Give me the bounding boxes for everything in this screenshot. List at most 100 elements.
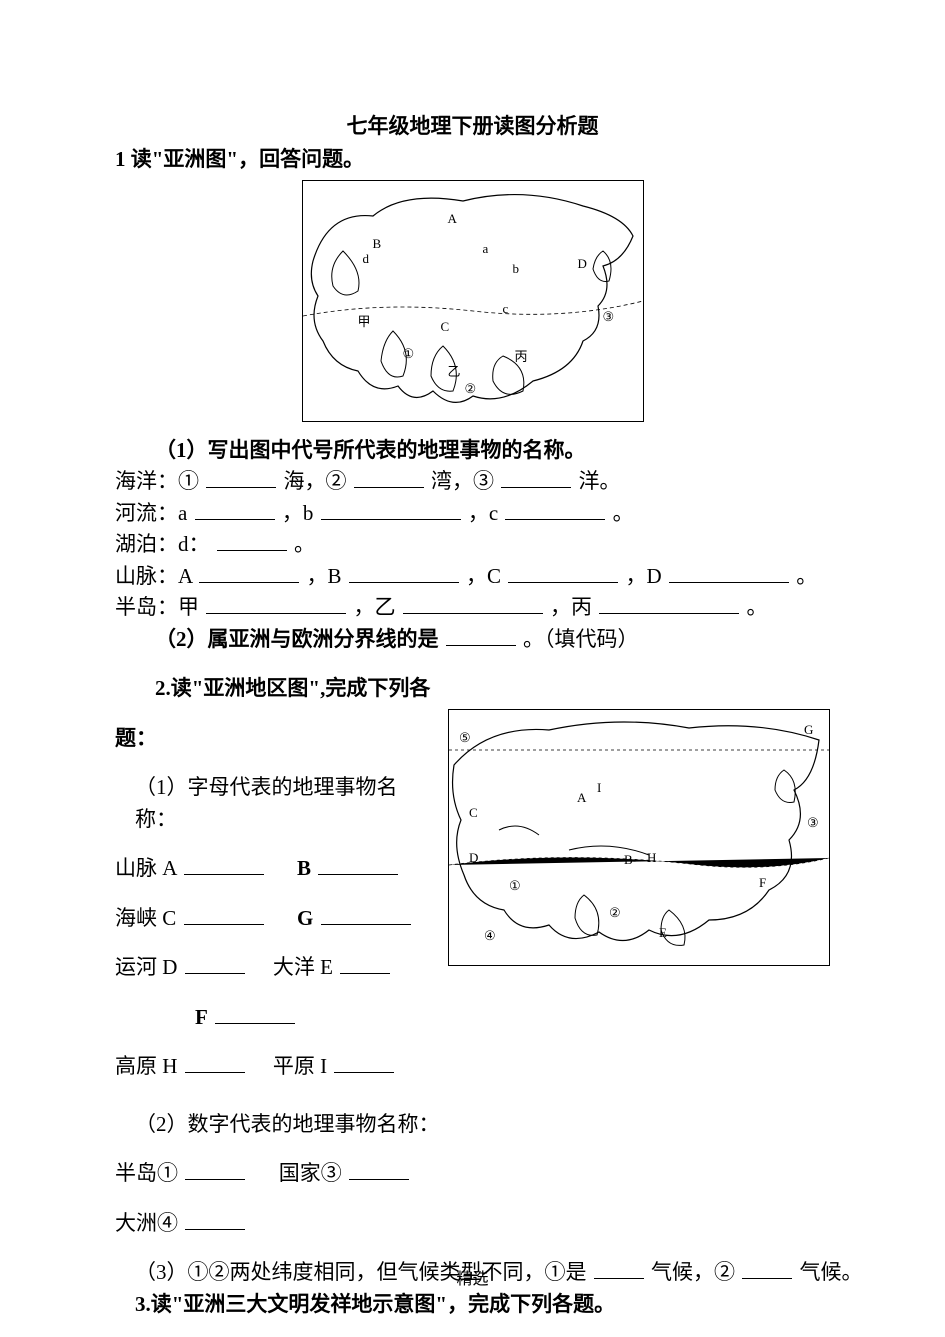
- map1-label-bing: 丙: [515, 346, 528, 365]
- map1-label-b: b: [513, 261, 520, 277]
- q2-section: 2.读"亚洲地区图",完成下列各 ⑤ G I A C D B H ③ F ①: [115, 673, 830, 1320]
- blank-river-a[interactable]: [195, 498, 275, 520]
- q1-river-mid2: ，c: [468, 501, 498, 525]
- q1-lake-label: 湖泊：d：: [115, 532, 210, 556]
- blank-q1p2[interactable]: [446, 624, 516, 646]
- q2-row-strait: 海峡 C G: [115, 903, 415, 935]
- blank-sea3[interactable]: [501, 466, 571, 488]
- map2-label-F: F: [759, 875, 766, 891]
- q2-canal-d: 运河 D: [115, 955, 177, 979]
- q1-p1: （1）写出图中代号所代表的地理事物的名称。: [115, 435, 830, 467]
- q1-sea-label: 海洋：①: [115, 469, 199, 493]
- page: 七年级地理下册读图分析题 1 读"亚洲图"，回答问题。 A B d C D a …: [0, 0, 945, 1337]
- q2-continent4: 大洲④: [115, 1211, 178, 1235]
- blank-q2-pen1[interactable]: [185, 1158, 245, 1180]
- q1-mtn-mid1: ，B: [307, 564, 342, 588]
- q1-river-mid1: ，b: [282, 501, 314, 525]
- q3-heading: 3.读"亚洲三大文明发祥地示意图"，完成下列各题。: [115, 1289, 830, 1321]
- q1-sea-end: 洋。: [579, 469, 621, 493]
- blank-q2-A[interactable]: [184, 853, 264, 875]
- q2-heading-a: 2.读"亚洲地区图",完成下列各: [115, 673, 830, 705]
- blank-pen-bing[interactable]: [599, 592, 739, 614]
- blank-q2-country3[interactable]: [349, 1158, 409, 1180]
- q2-country3: 国家③: [279, 1161, 342, 1185]
- map2-label-B: B: [624, 852, 633, 868]
- map1-label-a: a: [483, 241, 489, 257]
- blank-river-b[interactable]: [321, 498, 461, 520]
- map2-label-2: ②: [609, 905, 621, 921]
- q1-lake-end: 。: [294, 532, 315, 556]
- q1-river-end: 。: [613, 501, 634, 525]
- map2-label-5: ⑤: [459, 730, 471, 746]
- q1-river-label: 河流：a: [115, 501, 187, 525]
- q1-mtn-mid3: ，D: [626, 564, 662, 588]
- blank-pen-jia[interactable]: [206, 592, 346, 614]
- q2-plateau-h: 高原 H: [115, 1054, 177, 1078]
- q1-lake-row: 湖泊：d： 。: [115, 529, 830, 561]
- map1-label-jia: 甲: [358, 311, 371, 330]
- q2-row-pen-country: 半岛① 国家③: [115, 1158, 830, 1190]
- q2-pen1: 半岛①: [115, 1161, 178, 1185]
- blank-mtn-D[interactable]: [669, 561, 789, 583]
- blank-q2-D[interactable]: [185, 952, 245, 974]
- map1-label-yi: 乙: [448, 361, 461, 380]
- q1-p2-b: 。（填代码）: [523, 627, 639, 651]
- blank-q2-G[interactable]: [321, 903, 411, 925]
- blank-q2-F[interactable]: [215, 1002, 295, 1024]
- map1-label-c: c: [503, 301, 509, 317]
- q1-pen-end: 。: [747, 595, 768, 619]
- blank-lake-d[interactable]: [217, 529, 287, 551]
- blank-q2-E[interactable]: [340, 952, 390, 974]
- q1-mtn-label: 山脉：A: [115, 564, 192, 588]
- q1-heading: 1 读"亚洲图"，回答问题。: [115, 144, 830, 176]
- blank-mtn-B[interactable]: [349, 561, 459, 583]
- q1-pen-row: 半岛：甲 ，乙 ，丙 。: [115, 592, 830, 624]
- blank-mtn-C[interactable]: [508, 561, 618, 583]
- map1-container: A B d C D a b c 甲 乙 丙 ① ② ③: [115, 180, 830, 427]
- q1-mtn-row: 山脉：A ，B ，C ，D 。: [115, 561, 830, 593]
- q1-p2-a: （2）属亚洲与欧洲分界线的是: [155, 627, 439, 651]
- map2-label-1: ①: [509, 878, 521, 894]
- map1-label-d: d: [363, 251, 370, 267]
- q2-strait-c: 海峡 C: [115, 906, 176, 930]
- blank-river-c[interactable]: [505, 498, 605, 520]
- q2-f: F: [195, 1005, 208, 1029]
- map2-label-4: ④: [484, 928, 496, 944]
- blank-sea1[interactable]: [206, 466, 276, 488]
- q1-sea-row: 海洋：① 海，② 湾，③ 洋。: [115, 466, 830, 498]
- blank-mtn-A[interactable]: [199, 561, 299, 583]
- map2-label-E: E: [659, 925, 667, 941]
- q2-heading-b: 题：: [115, 723, 415, 755]
- map1-label-B: B: [373, 236, 382, 252]
- q2-row-plateau-plain: 高原 H 平原 I: [115, 1051, 415, 1083]
- q2-row-f: F: [115, 1002, 415, 1034]
- q1-mtn-end: 。: [796, 564, 817, 588]
- q1-river-row: 河流：a ，b ，c 。: [115, 498, 830, 530]
- map1-label-C: C: [441, 319, 450, 335]
- blank-q2-B[interactable]: [318, 853, 398, 875]
- map2-label-A: A: [577, 790, 586, 806]
- map2-label-3: ③: [807, 815, 819, 831]
- blank-q2-C[interactable]: [184, 903, 264, 925]
- map2-label-H: H: [647, 850, 656, 866]
- asia-map-2: ⑤ G I A C D B H ③ F ① ② E ④: [448, 709, 830, 966]
- q1-pen-mid1: ，乙: [354, 595, 396, 619]
- blank-pen-yi[interactable]: [403, 592, 543, 614]
- asia-map-2-svg: [449, 710, 829, 965]
- blank-q2-H[interactable]: [185, 1051, 245, 1073]
- map1-label-2: ②: [465, 381, 477, 397]
- blank-q2-I[interactable]: [334, 1051, 394, 1073]
- map1-label-D: D: [578, 256, 587, 272]
- map2-label-C: C: [469, 805, 478, 821]
- q2-p2: （2）数字代表的地理事物名称：: [115, 1109, 830, 1141]
- q2-mtn-a: 山脉 A: [115, 856, 176, 880]
- q2-left-column: 题： （1）字母代表的地理事物名称： 山脉 A B 海峡 C G 运河 D: [115, 723, 415, 1083]
- map2-label-G: G: [804, 722, 813, 738]
- footer-text: 精选: [0, 1265, 945, 1289]
- q2-ocean-e: 大洋 E: [273, 955, 333, 979]
- blank-sea2[interactable]: [354, 466, 424, 488]
- map2-label-D: D: [469, 850, 478, 866]
- page-title: 七年级地理下册读图分析题: [115, 110, 830, 140]
- blank-q2-continent4[interactable]: [185, 1208, 245, 1230]
- asia-map-1: A B d C D a b c 甲 乙 丙 ① ② ③: [302, 180, 644, 422]
